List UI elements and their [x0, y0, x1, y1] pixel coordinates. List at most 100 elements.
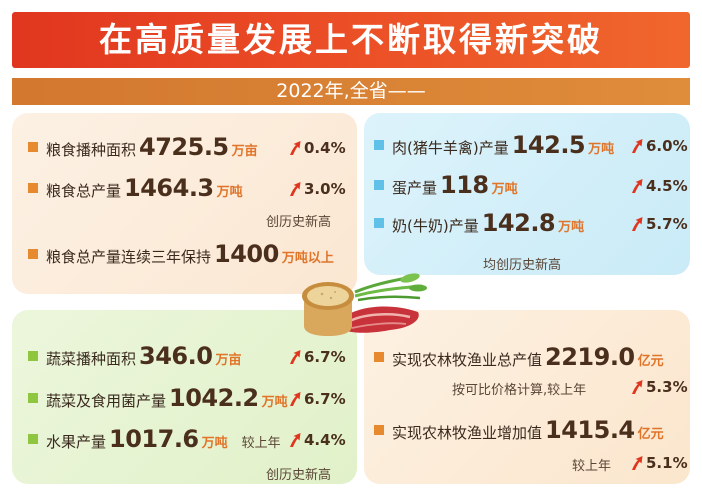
- vegetables-icon: [354, 273, 427, 302]
- agri-total-value: 2219.0: [545, 343, 635, 371]
- agri-total-note: 按可比价格计算,较上年: [452, 383, 587, 398]
- milk-row: 奶(牛奶)产量 142.8 万吨: [374, 209, 584, 237]
- grain-area-value: 4725.5: [139, 133, 229, 161]
- bullet-marker: [28, 393, 38, 403]
- veg-area-value: 346.0: [139, 342, 213, 370]
- up-arrow-icon: [288, 349, 302, 365]
- veg-area-label: 蔬菜播种面积: [46, 350, 137, 368]
- veg-output-value: 1042.2: [169, 384, 259, 412]
- agri-panel: [364, 310, 690, 484]
- grain-area-unit: 万亩: [231, 144, 258, 159]
- grain-streak-label: 粮食总产量连续三年保持: [46, 248, 212, 266]
- up-arrow-icon: [288, 140, 302, 156]
- bullet-marker: [374, 140, 384, 150]
- bread-icon: [302, 282, 354, 336]
- agri-added-change-value: 5.1%: [646, 454, 688, 472]
- veg-area-unit: 万亩: [215, 353, 242, 368]
- agri-added-label: 实现农林牧渔业增加值: [392, 424, 543, 442]
- grain-area-change: 0.4%: [288, 139, 346, 157]
- agri-total-unit: 亿元: [637, 354, 664, 369]
- veg-output-label: 蔬菜及食用菌产量: [46, 392, 167, 410]
- fruit-unit: 万吨: [201, 436, 228, 451]
- grain-output-label: 粮食总产量: [46, 182, 122, 200]
- bullet-marker: [28, 434, 38, 444]
- bullet-marker: [374, 218, 384, 228]
- veg-area-row: 蔬菜播种面积 346.0 万亩: [28, 342, 241, 370]
- produce-record-note: 创历史新高: [266, 468, 332, 483]
- grain-output-unit: 万吨: [216, 185, 243, 200]
- up-arrow-icon: [630, 216, 644, 232]
- up-arrow-icon: [630, 455, 644, 471]
- agri-added-note: 较上年: [572, 459, 612, 474]
- agri-added-change: 5.1%: [630, 454, 688, 472]
- milk-change-value: 5.7%: [646, 215, 688, 233]
- up-arrow-icon: [630, 178, 644, 194]
- agri-total-label: 实现农林牧渔业总产值: [392, 351, 543, 369]
- veg-output-unit: 万吨: [261, 395, 288, 410]
- meat-change-value: 6.0%: [646, 137, 688, 155]
- agri-total-change-value: 5.3%: [646, 378, 688, 396]
- page-subtitle: 2022年,全省——: [276, 80, 426, 102]
- agri-added-row: 实现农林牧渔业增加值 1415.4 亿元: [374, 416, 664, 444]
- bullet-marker: [28, 249, 38, 259]
- meat-unit: 万吨: [588, 142, 615, 157]
- livestock-panel: [364, 113, 690, 275]
- grain-area-label: 粮食播种面积: [46, 141, 137, 159]
- title-banner: 在高质量发展上不断取得新突破: [12, 12, 690, 68]
- meat-label: 肉(猪牛羊禽)产量: [392, 139, 509, 157]
- livestock-record-note: 均创历史新高: [483, 258, 562, 273]
- bullet-marker: [374, 180, 384, 190]
- egg-change-value: 4.5%: [646, 177, 688, 195]
- grain-streak-value: 1400: [214, 240, 279, 268]
- veg-output-change: 6.7%: [288, 390, 346, 408]
- agri-total-row: 实现农林牧渔业总产值 2219.0 亿元: [374, 343, 664, 371]
- page-title: 在高质量发展上不断取得新突破: [99, 20, 603, 59]
- egg-label: 蛋产量: [392, 179, 438, 197]
- fruit-row: 水果产量 1017.6 万吨 较上年: [28, 425, 281, 453]
- egg-row: 蛋产量 118 万吨: [374, 171, 518, 199]
- milk-change: 5.7%: [630, 215, 688, 233]
- grain-output-row: 粮食总产量 1464.3 万吨: [28, 174, 243, 202]
- meat-icon: [340, 306, 419, 333]
- bullet-marker: [28, 183, 38, 193]
- egg-change: 4.5%: [630, 177, 688, 195]
- veg-output-change-value: 6.7%: [304, 390, 346, 408]
- bullet-marker: [28, 142, 38, 152]
- fruit-value: 1017.6: [109, 425, 199, 453]
- grain-output-change-value: 3.0%: [304, 180, 346, 198]
- milk-value: 142.8: [481, 209, 556, 237]
- grain-streak-row: 粮食总产量连续三年保持 1400 万吨以上: [28, 240, 334, 268]
- agri-total-change: 5.3%: [630, 378, 688, 396]
- up-arrow-icon: [288, 391, 302, 407]
- fruit-label: 水果产量: [46, 433, 107, 451]
- grain-area-change-value: 0.4%: [304, 139, 346, 157]
- meat-row: 肉(猪牛羊禽)产量 142.5 万吨: [374, 131, 614, 159]
- grain-streak-unit: 万吨以上: [281, 251, 334, 266]
- up-arrow-icon: [288, 181, 302, 197]
- grain-area-row: 粮食播种面积 4725.5 万亩: [28, 133, 258, 161]
- milk-unit: 万吨: [558, 220, 585, 235]
- up-arrow-icon: [630, 379, 644, 395]
- egg-unit: 万吨: [491, 182, 518, 197]
- egg-value: 118: [440, 171, 489, 199]
- food-illustration: [302, 273, 427, 336]
- agri-added-unit: 亿元: [637, 427, 664, 442]
- meat-change: 6.0%: [630, 137, 688, 155]
- meat-value: 142.5: [511, 131, 586, 159]
- veg-area-change-value: 6.7%: [304, 348, 346, 366]
- grain-output-value: 1464.3: [124, 174, 214, 202]
- subtitle-bar: 2022年,全省——: [12, 78, 690, 105]
- veg-output-row: 蔬菜及食用菌产量 1042.2 万吨: [28, 384, 288, 412]
- veg-area-change: 6.7%: [288, 348, 346, 366]
- grain-output-change: 3.0%: [288, 180, 346, 198]
- bullet-marker: [374, 425, 384, 435]
- up-arrow-icon: [288, 432, 302, 448]
- milk-label: 奶(牛奶)产量: [392, 217, 479, 235]
- bullet-marker: [28, 351, 38, 361]
- fruit-compare-note: 较上年: [241, 436, 281, 451]
- agri-added-value: 1415.4: [545, 416, 635, 444]
- bullet-marker: [374, 352, 384, 362]
- up-arrow-icon: [630, 138, 644, 154]
- grain-record-note: 创历史新高: [266, 215, 332, 230]
- fruit-change-value: 4.4%: [304, 431, 346, 449]
